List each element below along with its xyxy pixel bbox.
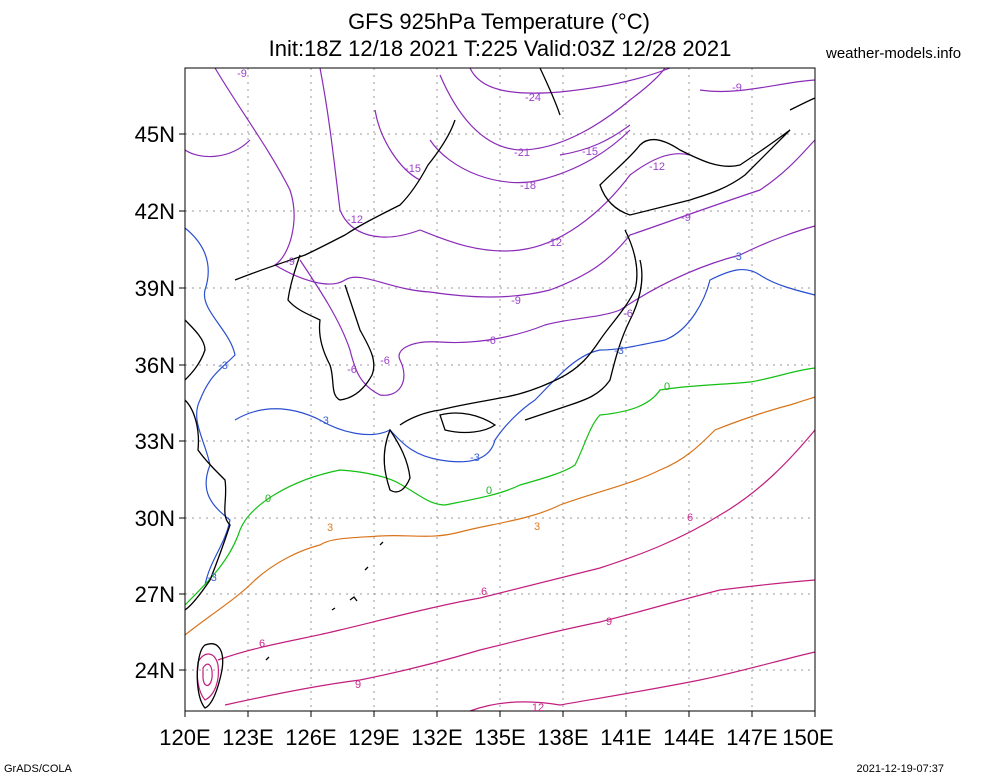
contour-label: 0	[664, 381, 670, 393]
lon-label: 144E	[663, 725, 714, 750]
map-title: GFS 925hPa Temperature (°C)	[348, 9, 650, 34]
isotherm-minus12	[319, 67, 691, 252]
contour-label: 6	[687, 512, 693, 524]
isotherm-zero	[184, 367, 816, 606]
lat-label: 42N	[135, 199, 175, 224]
coast-sakhalin	[539, 67, 816, 116]
contour-label: -3	[218, 360, 228, 372]
coast-taiwan	[196, 643, 224, 709]
lat-label: 27N	[135, 582, 175, 607]
coastlines	[184, 67, 816, 709]
lat-label: 30N	[135, 506, 175, 531]
contour-label: -6	[623, 308, 633, 320]
contour-label: -24	[525, 92, 541, 104]
lat-label: 33N	[135, 429, 175, 454]
contour-label: -15	[405, 163, 421, 175]
contour-label: 6	[481, 586, 487, 598]
isotherm-minus9	[184, 67, 816, 298]
site-credit: weather-models.info	[826, 45, 962, 62]
lon-label: 147E	[726, 725, 777, 750]
contour-label: -9	[237, 68, 247, 80]
map-subtitle: Init:18Z 12/18 2021 T:225 Valid:03Z 12/2…	[268, 36, 732, 61]
contour-label: -9	[285, 256, 295, 268]
contour-label: -3	[614, 345, 624, 357]
contour-label: -15	[582, 146, 598, 158]
contour-label: -12	[546, 237, 562, 249]
coast-ryukyu	[265, 541, 384, 661]
isotherm-minus15	[374, 109, 631, 181]
contour-label: 0	[265, 493, 271, 505]
contour-label: -3	[319, 415, 329, 427]
isotherm-plus9	[224, 579, 816, 706]
contour-label: 6	[259, 638, 265, 650]
coast-kyushu	[383, 412, 497, 493]
lat-labels: 45N 42N 39N 36N 33N 30N 27N 24N	[135, 122, 175, 683]
contour-label: -6	[347, 364, 357, 376]
contour-label: -9	[511, 295, 521, 307]
lon-label: 126E	[285, 725, 336, 750]
software-credit: GrADS/COLA	[4, 763, 72, 775]
lon-label: 123E	[222, 725, 273, 750]
coast-korea	[234, 119, 456, 401]
lon-label: 129E	[348, 725, 399, 750]
isotherm-plus12	[469, 651, 816, 712]
lon-label: 120E	[159, 725, 210, 750]
coast-mainland	[184, 319, 231, 611]
lon-label: 135E	[474, 725, 525, 750]
isotherm-minus18	[429, 129, 631, 184]
lon-label: 141E	[600, 725, 651, 750]
lon-label: 150E	[782, 725, 833, 750]
contour-label: -9	[732, 82, 742, 94]
lon-labels: 120E 123E 126E 129E 132E 135E 138E 141E …	[159, 725, 833, 750]
contour-label: 9	[606, 616, 612, 628]
lat-label: 45N	[135, 122, 175, 147]
isotherms	[184, 67, 816, 712]
lon-label: 132E	[411, 725, 462, 750]
isotherm-minus24	[469, 67, 671, 94]
contour-label: 9	[355, 679, 361, 691]
contour-label: 3	[534, 521, 540, 533]
coast-hokkaido	[599, 129, 791, 216]
isotherm-plus6	[217, 429, 816, 661]
contour-label: -6	[380, 355, 390, 367]
isotherm-minus6	[299, 225, 816, 396]
lat-label: 24N	[135, 658, 175, 683]
contour-label: 12	[532, 702, 544, 714]
contour-label: -12	[347, 214, 363, 226]
contour-label: -21	[514, 147, 530, 159]
tick-marks	[179, 133, 816, 717]
coast-honshu	[399, 229, 643, 426]
contour-label: -6	[486, 335, 496, 347]
contour-label: -3	[732, 251, 742, 263]
contour-label: 0	[486, 485, 492, 497]
isotherm-minus3	[184, 227, 816, 586]
contour-labels: -24 -21 -18 -15 -15 -12 -12 -12 -9 -9 -9…	[207, 68, 742, 714]
lat-label: 39N	[135, 276, 175, 301]
contour-label: -3	[470, 452, 480, 464]
contour-label: -18	[520, 180, 536, 192]
contour-label: -9	[681, 212, 691, 224]
contour-label: 3	[327, 522, 333, 534]
graticule	[185, 68, 815, 711]
isotherm-plus3	[184, 396, 816, 636]
lon-label: 138E	[537, 725, 588, 750]
lat-label: 36N	[135, 353, 175, 378]
isotherm-minus21	[439, 67, 666, 151]
generated-timestamp: 2021-12-19-07:37	[856, 763, 944, 775]
contour-label: -3	[207, 572, 217, 584]
contour-label: -12	[649, 161, 665, 173]
